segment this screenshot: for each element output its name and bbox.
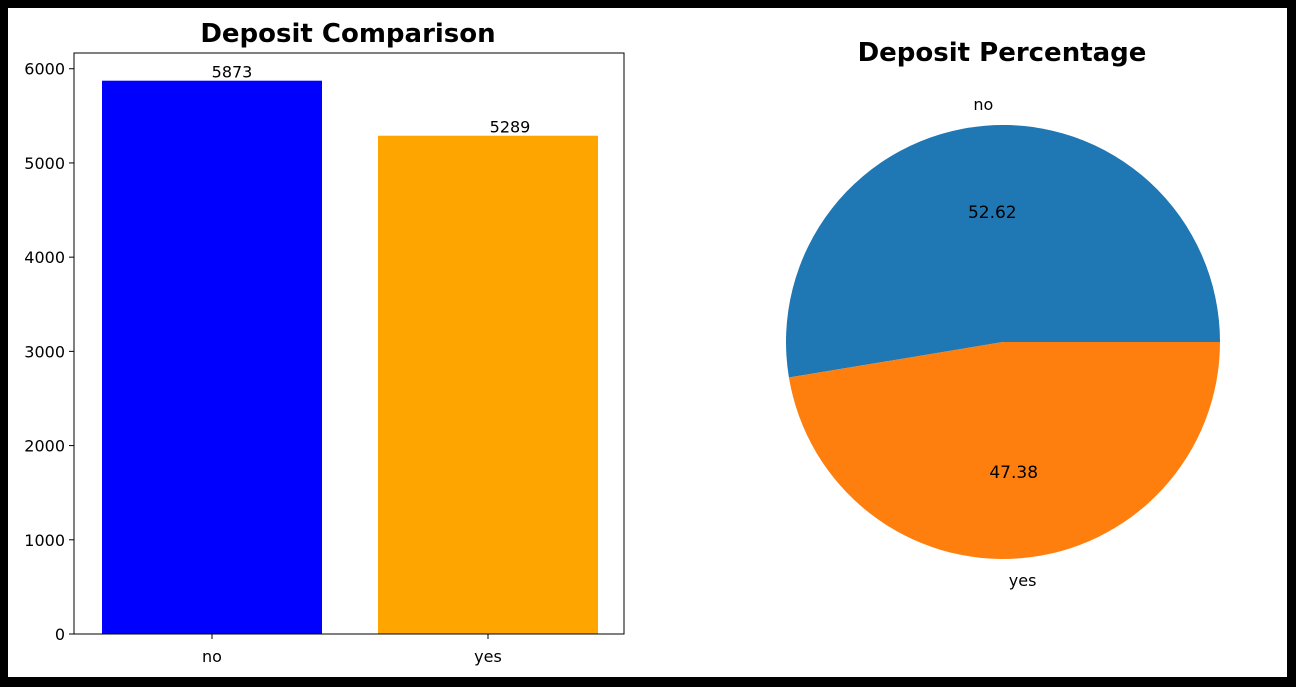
- pie-chart-title: Deposit Percentage: [858, 38, 1147, 68]
- x-axis-ticks: no yes: [202, 634, 502, 666]
- y-tick-label: 3000: [24, 342, 65, 361]
- pie-label-no: no: [973, 95, 993, 114]
- pie-slices: [786, 124, 1220, 559]
- x-tick-label-yes: yes: [474, 647, 502, 666]
- pie-slice-yes: [788, 342, 1220, 559]
- y-tick-label: 2000: [24, 437, 65, 456]
- y-tick-label: 6000: [24, 60, 65, 79]
- bar-data-label-yes: 5289: [490, 118, 531, 137]
- pie-chart: Deposit Percentage no 52.62 yes 47.38: [786, 38, 1220, 590]
- bar-yes: [378, 135, 598, 634]
- pie-label-yes: yes: [1009, 571, 1037, 590]
- y-tick-label: 1000: [24, 531, 65, 550]
- y-axis-ticks: 0 1000 2000 3000 4000 5000 6000: [24, 60, 74, 644]
- figure-canvas: Deposit Comparison 0 1000 2000 3000 4000 5000…: [24, 19, 1220, 666]
- x-tick-label-no: no: [202, 647, 222, 666]
- figure: Deposit Comparison 0 1000 2000 3000 4000 5000…: [8, 8, 1287, 677]
- bar-chart-axes-frame: [73, 52, 625, 635]
- y-tick-label: 5000: [24, 154, 65, 173]
- bar-chart: Deposit Comparison 0 1000 2000 3000 4000 5000…: [24, 19, 625, 666]
- pie-slice-no: [786, 124, 1220, 378]
- bar-marks: 5873 5289: [102, 63, 598, 635]
- bar-chart-title: Deposit Comparison: [200, 19, 495, 49]
- y-tick-label: 4000: [24, 248, 65, 267]
- pie-percent-no: 52.62: [968, 203, 1017, 223]
- bar-data-label-no: 5873: [212, 63, 253, 82]
- pie-percent-yes: 47.38: [989, 463, 1038, 483]
- y-tick-label: 0: [55, 625, 65, 644]
- pie-labels: no 52.62 yes 47.38: [968, 95, 1038, 590]
- bar-no: [102, 80, 322, 635]
